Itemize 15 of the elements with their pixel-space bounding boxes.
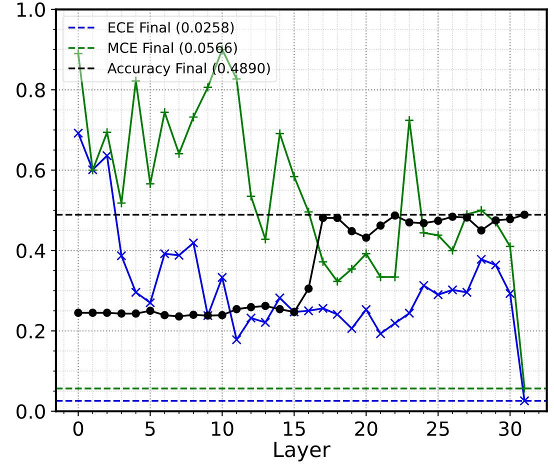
y-tick-label: 1.0 [17, 2, 45, 18]
x-tick-label: 20 [355, 421, 378, 436]
x-tick-label: 5 [146, 422, 155, 436]
legend-label: ECE Final (0.0258) [108, 22, 234, 34]
y-tick-label: 0.8 [16, 82, 45, 98]
y-tick-label: 0.2 [16, 324, 44, 339]
x-tick-label: 15 [284, 422, 305, 436]
y-tick-label: 0.6 [16, 163, 46, 178]
x-tick-label: 25 [427, 421, 449, 436]
x-tick-label: 10 [212, 421, 234, 436]
x-axis-title: Layer [274, 442, 330, 462]
x-tick-label: 0 [73, 421, 84, 436]
y-tick-label: 0.0 [16, 404, 45, 419]
y-tick-label: 0.4 [16, 243, 46, 258]
x-tick-label: 30 [499, 421, 522, 436]
